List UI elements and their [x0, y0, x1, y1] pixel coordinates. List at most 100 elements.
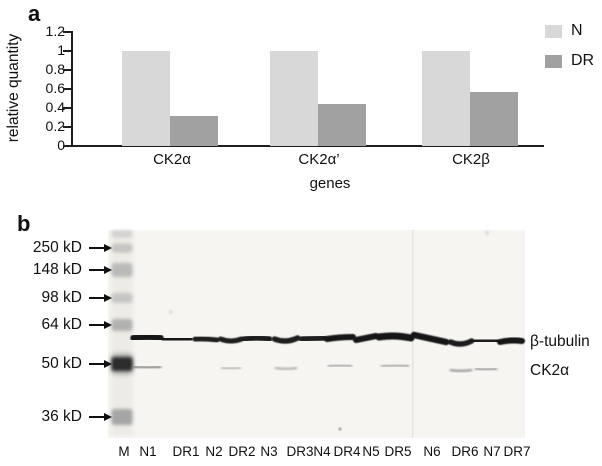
lane-label-N2: N2: [205, 444, 223, 459]
lane-label-DR3: DR3: [286, 444, 314, 459]
legend-item-N: N: [545, 22, 594, 40]
legend-label: DR: [571, 52, 595, 69]
ck2a-band-N7: [474, 367, 498, 371]
right-arrow-icon: [89, 359, 112, 369]
lane-label-DR4: DR4: [333, 444, 361, 459]
y-tick-label: 0.8: [45, 61, 65, 77]
tubulin-band-DR4: [324, 334, 356, 342]
y-tick-mark: [63, 69, 72, 71]
panel-a-label: a: [28, 1, 41, 26]
band-label: β-tubulin: [530, 333, 590, 350]
marker-label: 50 kD: [41, 355, 83, 372]
speck: [169, 310, 173, 314]
chart-legend: N DR: [545, 22, 594, 70]
marker-band-98: [111, 293, 133, 303]
marker-label: 148 kD: [32, 261, 82, 278]
band-label: CK2α: [530, 362, 570, 379]
lane-label-N4: N4: [313, 444, 331, 459]
lane-label-M: M: [118, 444, 130, 459]
lane-label-N3: N3: [260, 444, 278, 459]
y-axis-line: [71, 31, 73, 147]
lane-label-DR5: DR5: [384, 444, 412, 459]
arrow-shaft: [89, 362, 105, 366]
right-arrow-icon: [89, 265, 112, 275]
arrow-shaft: [89, 268, 105, 272]
lane-label-N7: N7: [483, 444, 501, 459]
speck: [338, 427, 342, 431]
marker-label: 36 kD: [41, 408, 83, 425]
y-tick-label: 0.6: [45, 80, 65, 96]
marker-lane-smudge: [111, 230, 133, 238]
y-tick-mark: [63, 145, 72, 147]
bar-N-CK2α’: [270, 51, 318, 146]
tubulin-band-N5: [353, 333, 379, 343]
marker-row-98: 98 kD: [4, 289, 112, 307]
lane-label-DR7: DR7: [503, 444, 531, 459]
x-axis-title: genes: [309, 175, 351, 192]
legend-item-DR: DR: [545, 52, 594, 70]
tubulin-band-DR5: [375, 332, 415, 342]
legend-label: N: [571, 22, 583, 39]
tubulin-band-DR1: [161, 336, 193, 343]
tubulin-band-DR3: [271, 335, 301, 344]
marker-row-50: 50 kD: [4, 355, 112, 373]
marker-row-250: 250 kD: [4, 239, 112, 257]
marker-lane-smear: [111, 232, 133, 436]
marker-band-36: [111, 409, 133, 425]
speck: [485, 231, 489, 235]
arrow-shaft: [89, 296, 105, 300]
x-category-label: CK2α: [153, 151, 191, 168]
y-tick-mark: [63, 88, 72, 90]
arrow-head: [104, 412, 112, 421]
tubulin-band-N1: [130, 333, 164, 342]
y-tick-mark: [63, 126, 72, 128]
y-tick-mark: [63, 31, 72, 33]
arrow-shaft: [89, 415, 105, 419]
y-tick-mark: [63, 107, 72, 109]
legend-swatch-DR: [545, 54, 562, 68]
y-tick-mark: [63, 50, 72, 52]
y-tick-label: 1: [57, 42, 65, 58]
tubulin-band-N3: [241, 335, 273, 342]
bar-DR-CK2α: [170, 115, 218, 146]
tubulin-band-N6: [410, 331, 450, 346]
arrow-head: [104, 293, 112, 302]
right-arrow-icon: [89, 412, 112, 422]
lane-label-N1: N1: [139, 444, 157, 459]
blot-membrane: [108, 230, 525, 438]
right-arrow-icon: [89, 243, 112, 253]
x-category-label: CK2α’: [298, 151, 340, 168]
tubulin-band-DR7: [497, 337, 525, 345]
panel-b-label: b: [17, 211, 31, 236]
tubulin-band-N7: [472, 337, 500, 344]
tubulin-band-N4: [298, 335, 328, 342]
y-tick-label: 0: [57, 137, 65, 153]
marker-band-50-halo: [110, 353, 134, 375]
bar-DR-CK2β: [470, 91, 518, 146]
western-blot-image: [108, 230, 525, 438]
marker-label: 250 kD: [32, 239, 82, 256]
lane-label-N5: N5: [362, 444, 380, 459]
ck2a-band-DR2: [220, 366, 242, 370]
lane-label-N6: N6: [423, 444, 441, 459]
tubulin-band-DR2: [218, 336, 244, 344]
marker-row-148: 148 kD: [4, 261, 112, 279]
marker-band-148: [111, 263, 133, 277]
arrow-head: [104, 243, 112, 252]
legend-swatch-N: [545, 24, 562, 38]
marker-band-64: [111, 319, 133, 331]
bar-N-CK2α: [122, 51, 170, 146]
ck2a-band-DR5: [380, 364, 410, 368]
marker-band-250: [111, 243, 133, 253]
ck2a-band-DR6: [449, 368, 473, 373]
y-tick-label: 0.4: [45, 99, 65, 115]
marker-label: 64 kD: [41, 316, 83, 333]
lane-label-DR2: DR2: [228, 444, 256, 459]
marker-row-36: 36 kD: [4, 408, 112, 426]
marker-row-64: 64 kD: [4, 316, 112, 334]
marker-label: 98 kD: [41, 289, 83, 306]
arrow-shaft: [89, 323, 105, 327]
lane-label-DR6: DR6: [451, 444, 479, 459]
x-category-label: CK2β: [452, 151, 490, 168]
